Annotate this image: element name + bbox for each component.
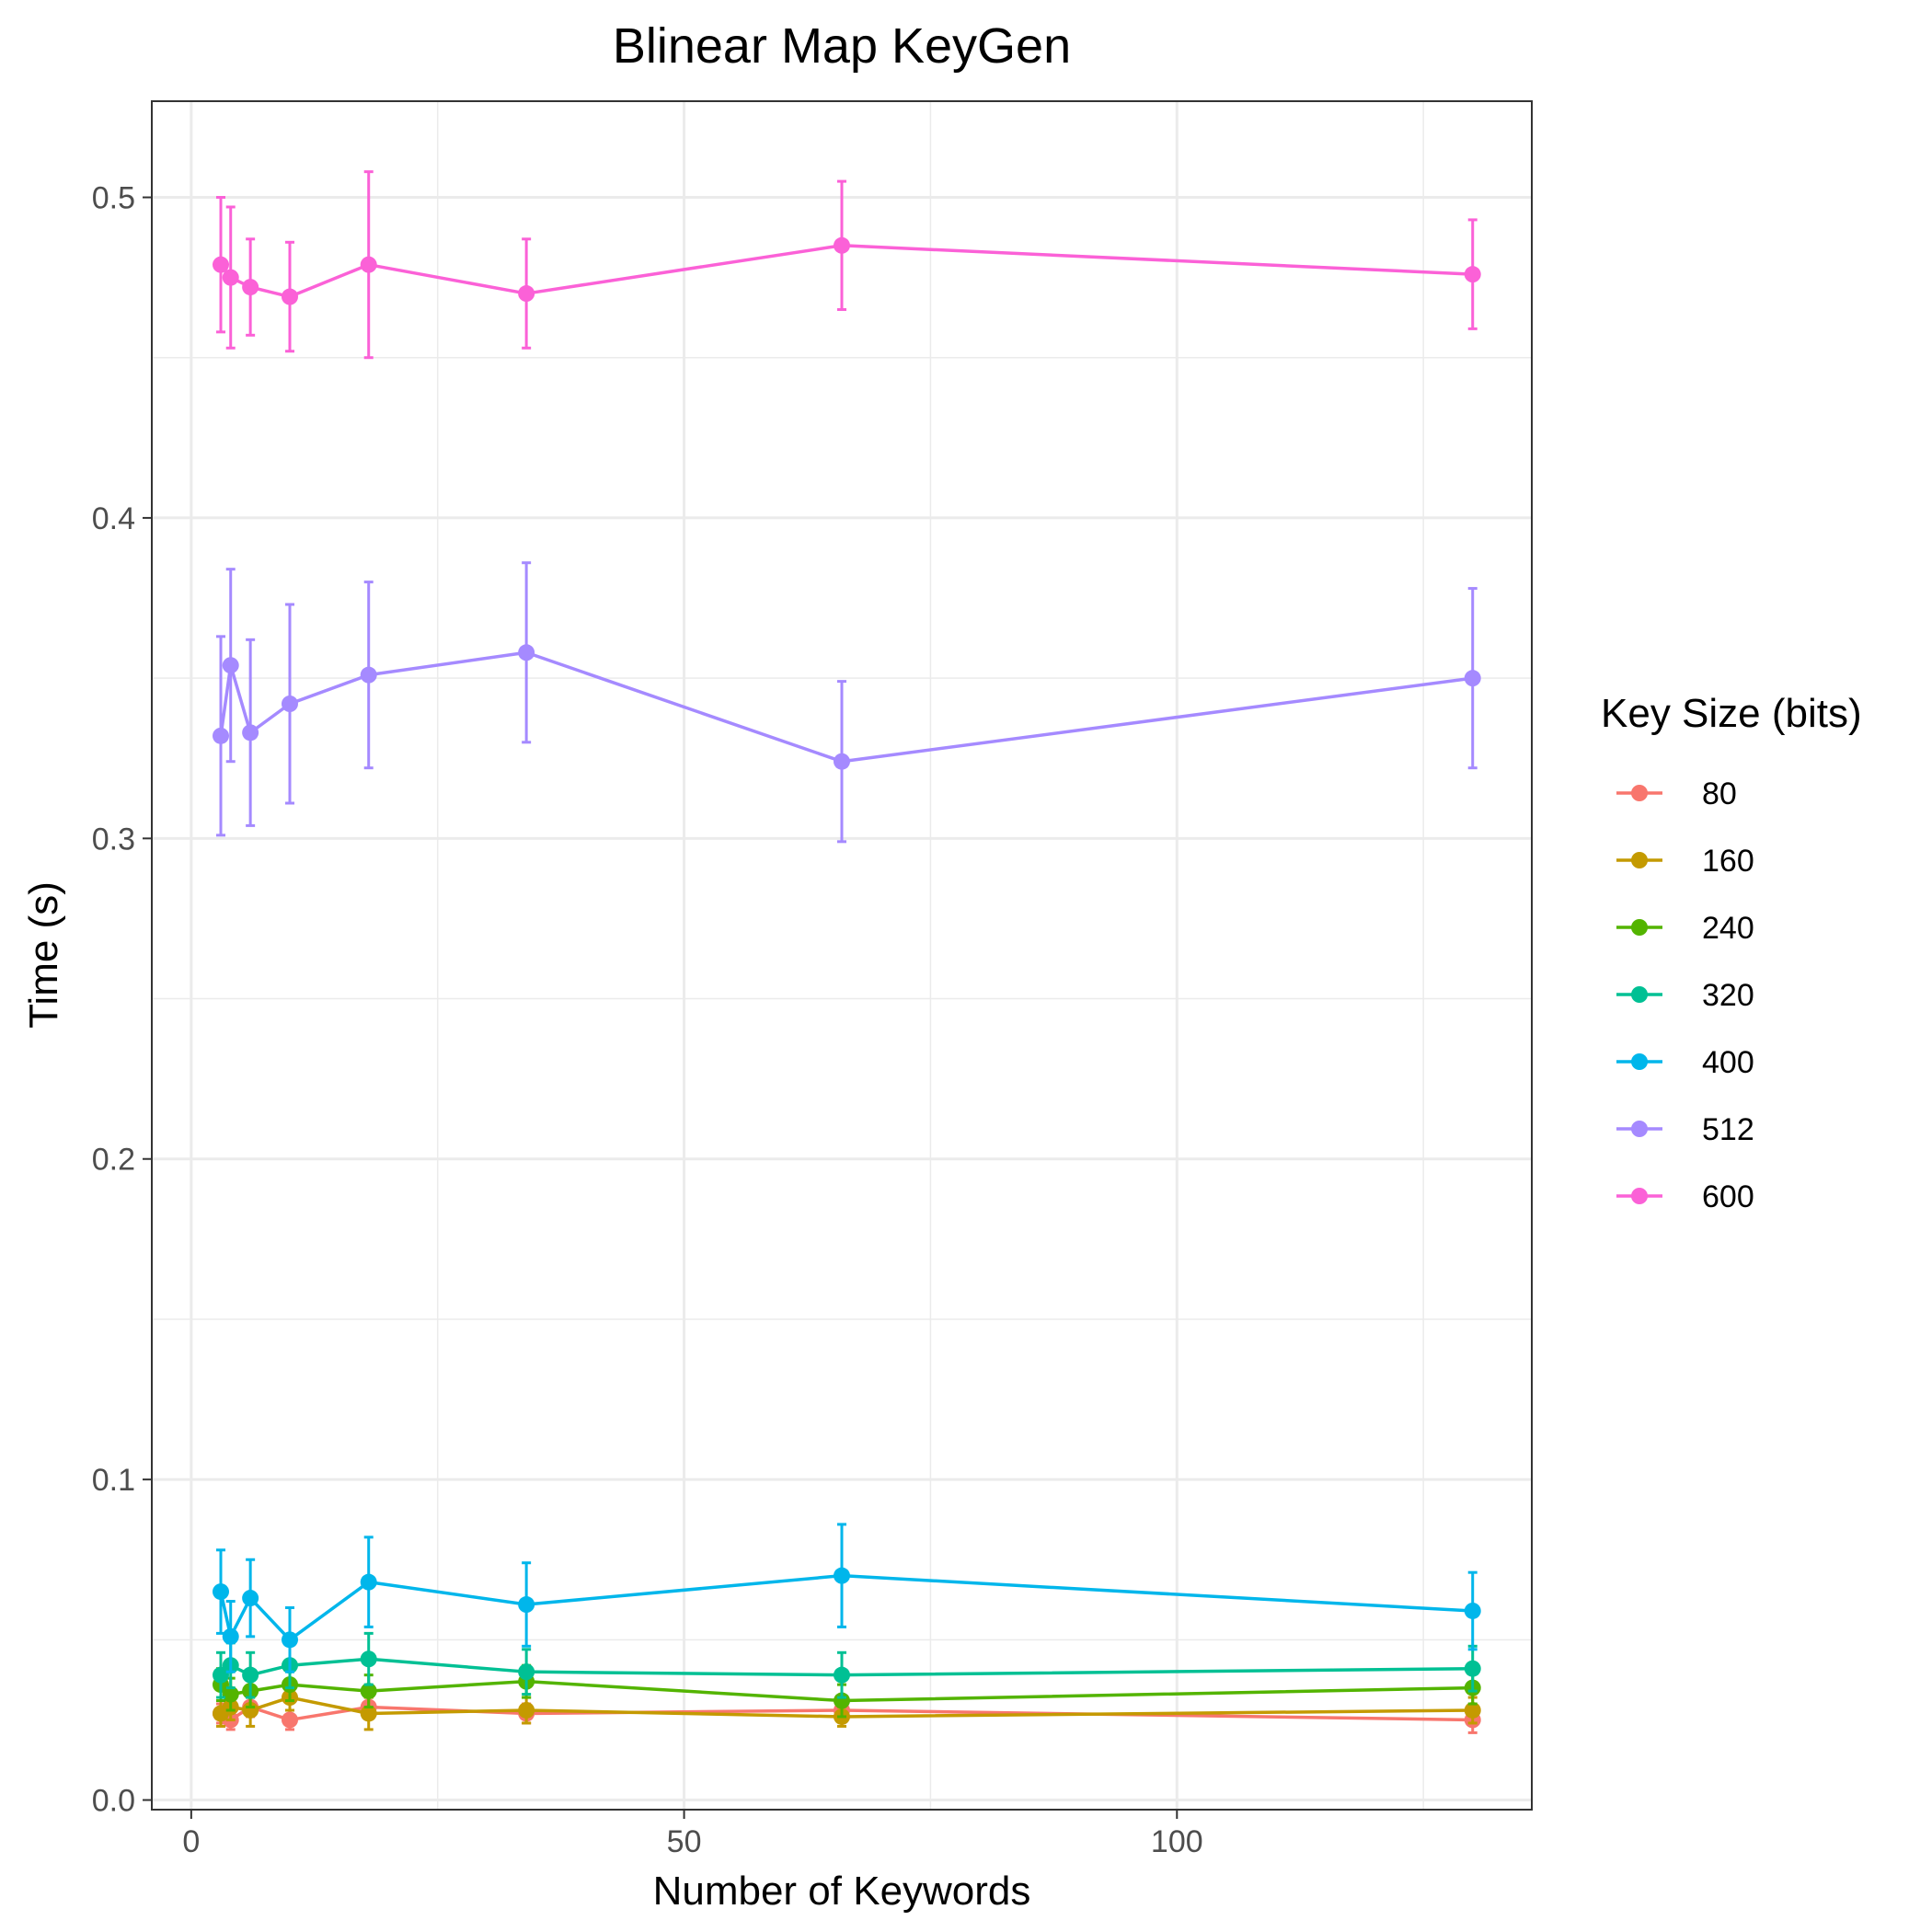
x-tick-label: 100 [1151,1824,1203,1859]
data-point [360,1573,377,1591]
data-point [282,1711,298,1729]
data-point [282,1631,298,1649]
legend-label: 600 [1702,1179,1754,1214]
legend-label: 240 [1702,911,1754,946]
legend-key-point [1631,986,1648,1003]
data-point [518,285,535,303]
data-point [242,1590,259,1607]
data-point [360,666,377,684]
x-axis-title: Number of Keywords [653,1869,1031,1914]
y-tick-label: 0.4 [92,501,135,536]
data-point [834,753,850,770]
legend-key-point [1631,852,1648,868]
legend-key-point [1631,1053,1648,1070]
data-point [518,1596,535,1614]
x-axis-ticks: 0 50 100 [182,1810,1203,1859]
data-point [834,1666,850,1684]
series-400 [213,1523,1481,1673]
data-point [213,256,229,273]
legend-item-600: 600 [1616,1179,1754,1214]
data-point [518,644,535,661]
data-point [1464,1701,1481,1719]
data-point [213,727,229,744]
data-point [222,1627,239,1645]
data-point [834,1567,850,1584]
y-tick-label: 0.0 [92,1784,135,1819]
data-point [222,657,239,674]
chart-title: Blinear Map KeyGen [613,18,1071,74]
legend-item-240: 240 [1616,911,1754,946]
legend-key-point [1631,1121,1648,1137]
legend-key-point [1631,1188,1648,1204]
data-point [1464,670,1481,687]
data-point [213,1583,229,1601]
data-point [242,279,259,296]
x-tick-label: 0 [182,1824,200,1859]
legend-items: 80 160 240 320 400 512 600 [1616,776,1754,1214]
x-tick-label: 50 [667,1824,702,1859]
y-tick-label: 0.5 [92,181,135,216]
data-point [360,1650,377,1668]
legend-item-160: 160 [1616,844,1754,879]
legend-item-400: 400 [1616,1045,1754,1080]
series-line [219,650,1473,764]
data-point [518,1701,535,1719]
data-point [282,696,298,713]
data-point [1464,1660,1481,1677]
grid-minor [152,101,1532,1810]
data-point [1464,1602,1481,1619]
y-axis-ticks: 0.0 0.1 0.2 0.3 0.4 0.5 [92,181,152,1819]
plot-border [151,100,1533,1811]
data-point [1464,266,1481,283]
series-600 [213,170,1481,360]
data-point [242,724,259,742]
legend-label: 80 [1702,776,1737,811]
legend-item-80: 80 [1616,776,1737,811]
legend-key-point [1631,785,1648,801]
legend-item-320: 320 [1616,978,1754,1013]
data-point [360,1683,377,1700]
legend-item-512: 512 [1616,1112,1754,1147]
data-point [282,288,298,305]
y-tick-label: 0.3 [92,822,135,857]
data-point [242,1666,259,1684]
y-tick-label: 0.1 [92,1463,135,1498]
data-point [518,1663,535,1681]
legend-label: 400 [1702,1045,1754,1080]
data-point [222,269,239,286]
legend-title: Key Size (bits) [1601,691,1862,736]
legend-key-point [1631,919,1648,936]
y-tick-label: 0.2 [92,1143,135,1178]
data-point [360,1705,377,1722]
data-point [360,256,377,273]
legend: Key Size (bits) 80 160 240 320 400 512 600 [1601,691,1862,1214]
data-point [834,236,850,254]
legend-label: 160 [1702,844,1754,879]
series-512 [213,561,1481,844]
series-layer [213,170,1481,1734]
data-point [222,1685,239,1703]
legend-label: 320 [1702,978,1754,1013]
y-axis-title: Time (s) [21,881,66,1029]
legend-label: 512 [1702,1112,1754,1147]
